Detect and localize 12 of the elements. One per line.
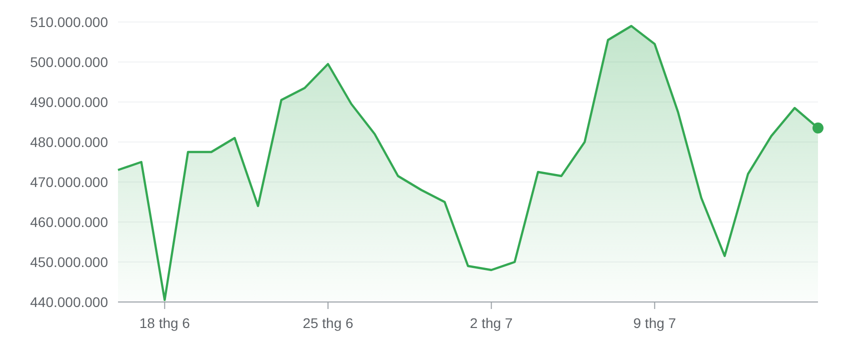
x-tick-label: 9 thg 7 (633, 315, 676, 331)
y-tick-label: 470.000.000 (30, 174, 108, 190)
y-tick-label: 460.000.000 (30, 214, 108, 230)
x-tick-label: 2 thg 7 (470, 315, 513, 331)
x-tick-label: 18 thg 6 (139, 315, 190, 331)
y-tick-label: 500.000.000 (30, 54, 108, 70)
y-tick-label: 490.000.000 (30, 94, 108, 110)
y-tick-label: 510.000.000 (30, 14, 108, 30)
y-tick-label: 450.000.000 (30, 254, 108, 270)
y-tick-label: 480.000.000 (30, 134, 108, 150)
x-tick-label: 25 thg 6 (302, 315, 354, 331)
y-tick-label: 440.000.000 (30, 294, 108, 310)
